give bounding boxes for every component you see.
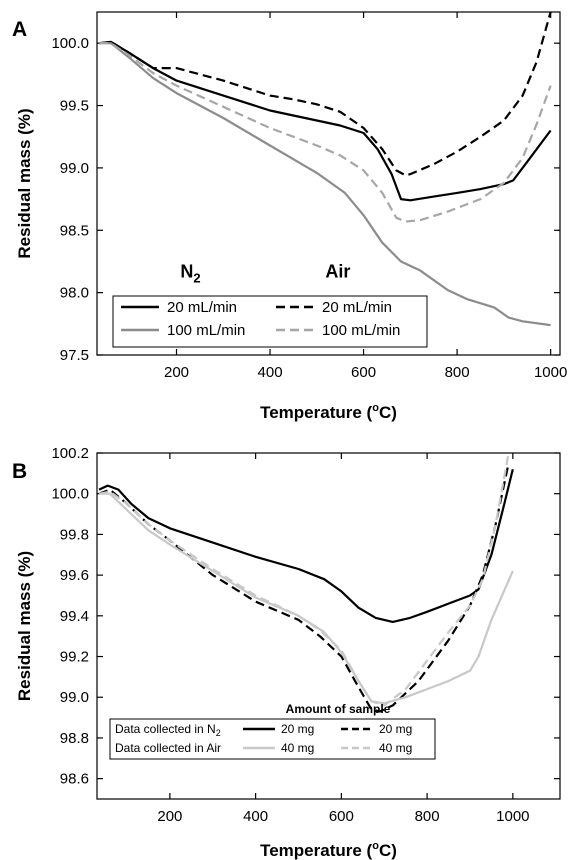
y-tick-label: 99.0: [60, 160, 89, 177]
y-tick-label: 99.0: [60, 689, 89, 706]
y-tick-label: 99.5: [60, 98, 89, 115]
x-tick-label: 400: [258, 364, 283, 381]
y-tick-label: 99.4: [60, 608, 89, 625]
y-tick-label: 98.6: [60, 771, 89, 788]
legend-label: 40 mg: [379, 741, 412, 755]
legend-row-label: Data collected in Air: [115, 741, 221, 755]
y-tick-label: 98.5: [60, 222, 89, 239]
y-tick-label: 98.8: [60, 730, 89, 747]
legend-label: 100 mL/min: [167, 322, 245, 339]
series-group: [98, 453, 514, 713]
series-line-3: [99, 42, 551, 327]
legend-label: 20 mg: [379, 722, 412, 736]
series-line-2: [98, 462, 510, 713]
series-group: [99, 12, 552, 327]
series-line-1: [99, 40, 552, 202]
x-tick-label: 400: [243, 808, 268, 825]
legend-label: 100 mL/min: [322, 322, 400, 339]
x-axis-title: Temperature (oC): [260, 840, 397, 860]
plot-frame: [96, 11, 561, 356]
chart-panel-b: 200 400 600 800 1000 98.6 98.8 99.0 99.2 99.4 99.6…: [12, 445, 561, 860]
y-tick-label: 97.5: [60, 347, 89, 364]
x-tick-label: 800: [445, 364, 470, 381]
x-tick-label: 200: [157, 808, 182, 825]
series-line-4: [98, 453, 510, 707]
series-line-1: [98, 469, 514, 623]
x-tick-label: 600: [351, 364, 376, 381]
y-tick-label: 99.2: [60, 649, 89, 666]
panel-letter: A: [12, 18, 27, 41]
y-tick-label: 100.0: [51, 35, 89, 52]
y-axis-title: Residual mass (%): [15, 551, 34, 701]
plot-frame: [96, 452, 561, 800]
x-tick-label: 1000: [534, 364, 567, 381]
legend-label: 20 mg: [281, 722, 314, 736]
legend-label: 20 mL/min: [167, 299, 237, 316]
x-tick-label: 1000: [496, 808, 529, 825]
y-tick-label: 98.0: [60, 285, 89, 302]
annotation-label: Air: [325, 262, 350, 282]
annotation-label: N2: [180, 262, 200, 286]
y-tick-label: 100.0: [51, 486, 89, 503]
y-tick-label: 99.8: [60, 526, 89, 543]
y-axis-title: Residual mass (%): [15, 108, 34, 258]
y-tick-label: 100.2: [51, 445, 89, 462]
x-axis-title: Temperature (oC): [260, 402, 397, 422]
series-line-2: [99, 12, 552, 177]
legend-box: [109, 718, 436, 760]
legend-row-label: Data collected in N2: [115, 722, 221, 738]
legend-title: Amount of sample: [286, 702, 391, 716]
series-line-4: [99, 42, 552, 223]
x-tick-label: 600: [329, 808, 354, 825]
x-tick-label: 200: [164, 364, 189, 381]
chart-panel-a: 200 400 600 800 1000 97.5 98.0 98.5 99.0 99.5 100.…: [12, 11, 567, 422]
legend-label: 20 mL/min: [322, 299, 392, 316]
legend-label: 40 mg: [281, 741, 314, 755]
x-tick-label: 800: [415, 808, 440, 825]
panel-letter: B: [12, 460, 27, 483]
legend-box: [112, 295, 428, 348]
y-tick-label: 99.6: [60, 567, 89, 584]
